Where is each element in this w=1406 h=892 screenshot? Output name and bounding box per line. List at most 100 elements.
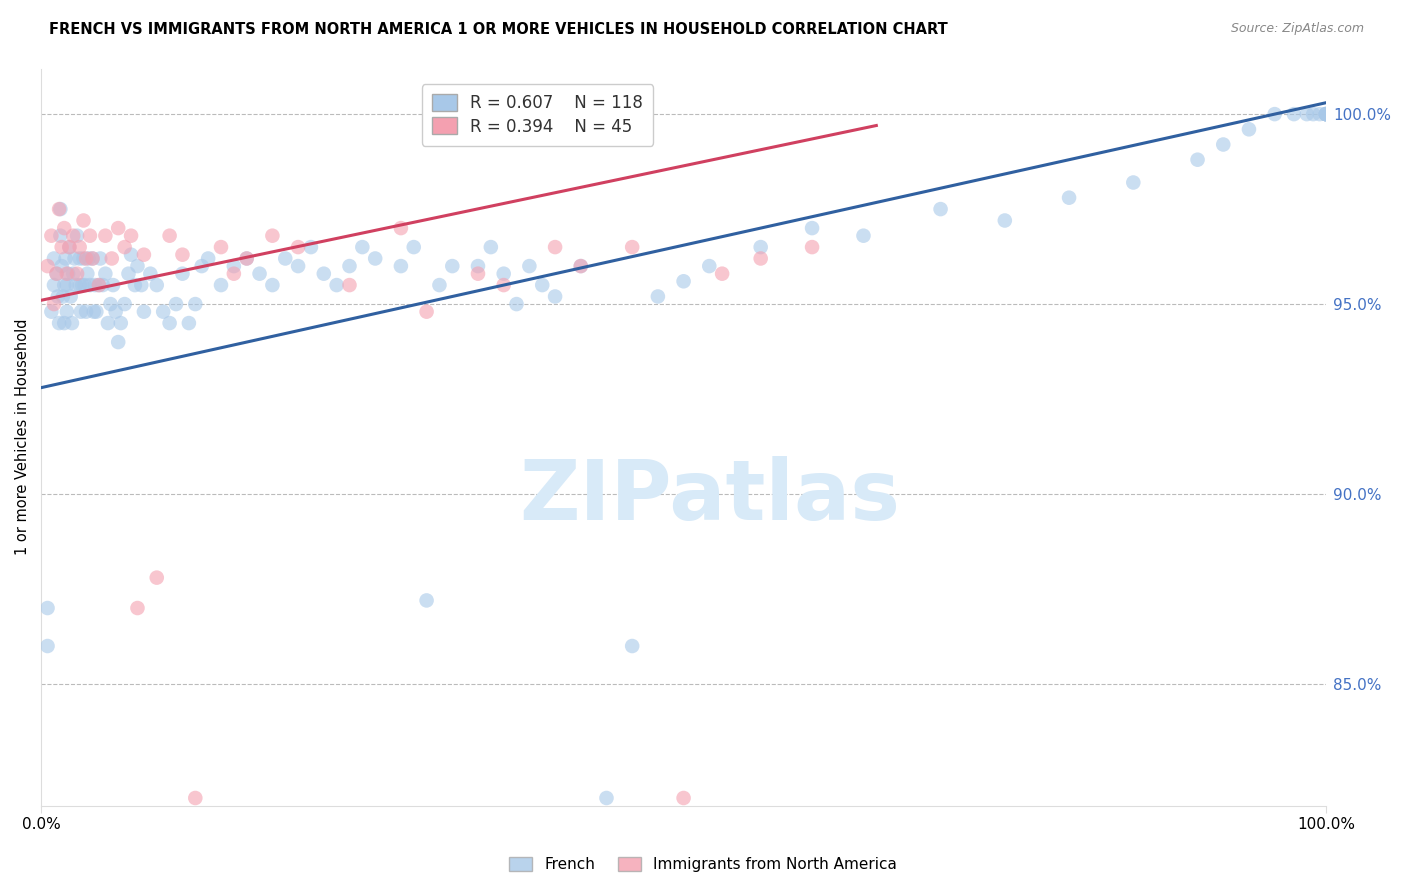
Point [801,240,824,254]
Point [79,278,101,293]
Point [262,228,284,243]
Point [492,278,515,293]
Point [77,252,100,266]
Point [49,202,72,216]
Legend: French, Immigrants from North America: French, Immigrants from North America [502,849,904,880]
Point [235,252,257,266]
Point [544,240,567,254]
Point [87,278,110,293]
Point [801,221,824,235]
Point [441,259,464,273]
Point [492,267,515,281]
Point [159,316,181,330]
Point [114,240,136,254]
Point [1187,153,1209,167]
Point [63,252,86,266]
Point [389,259,412,273]
Point [749,252,772,266]
Point [364,252,387,266]
Point [1282,107,1305,121]
Point [415,593,437,607]
Point [86,304,108,318]
Point [45,267,67,281]
Point [58,240,80,254]
Point [91,278,114,293]
Point [127,259,149,273]
Point [505,297,527,311]
Point [41,228,63,243]
Point [132,248,155,262]
Point [209,240,232,254]
Point [184,297,207,311]
Point [131,278,153,293]
Point [1057,191,1080,205]
Point [1309,107,1331,121]
Point [124,278,146,293]
Point [76,267,98,281]
Point [75,304,97,318]
Point [94,228,117,243]
Point [852,228,875,243]
Point [87,278,110,293]
Point [1212,137,1234,152]
Point [165,297,187,311]
Point [53,278,76,293]
Point [994,213,1017,227]
Point [73,278,96,293]
Point [325,278,347,293]
Point [46,289,69,303]
Point [1315,107,1337,121]
Point [66,267,89,281]
Point [184,791,207,805]
Point [1264,107,1286,121]
Point [62,228,84,243]
Point [197,252,219,266]
Point [222,267,245,281]
Point [66,228,89,243]
Point [37,259,59,273]
Point [58,240,80,254]
Point [262,278,284,293]
Point [152,304,174,318]
Point [53,221,76,235]
Point [52,289,75,303]
Point [83,304,105,318]
Point [569,259,592,273]
Point [107,334,129,349]
Point [249,267,271,281]
Point [1315,107,1337,121]
Point [101,278,124,293]
Point [1295,107,1317,121]
Point [235,252,257,266]
Point [1302,107,1324,121]
Point [55,252,77,266]
Point [339,259,361,273]
Point [749,240,772,254]
Text: Source: ZipAtlas.com: Source: ZipAtlas.com [1230,22,1364,36]
Text: FRENCH VS IMMIGRANTS FROM NORTH AMERICA 1 OR MORE VEHICLES IN HOUSEHOLD CORRELAT: FRENCH VS IMMIGRANTS FROM NORTH AMERICA … [49,22,948,37]
Point [53,316,76,330]
Point [41,304,63,318]
Point [120,248,142,262]
Point [139,267,162,281]
Point [287,259,309,273]
Point [48,202,70,216]
Text: ZIPatlas: ZIPatlas [519,456,900,536]
Point [101,252,124,266]
Point [145,571,167,585]
Point [72,252,94,266]
Point [172,267,194,281]
Point [56,267,79,281]
Legend: R = 0.607    N = 118, R = 0.394    N = 45: R = 0.607 N = 118, R = 0.394 N = 45 [422,84,654,145]
Point [339,278,361,293]
Point [929,202,952,216]
Point [107,221,129,235]
Point [51,240,73,254]
Point [82,252,104,266]
Point [1315,107,1337,121]
Point [159,228,181,243]
Point [621,639,644,653]
Point [75,252,97,266]
Point [56,278,79,293]
Point [37,601,59,615]
